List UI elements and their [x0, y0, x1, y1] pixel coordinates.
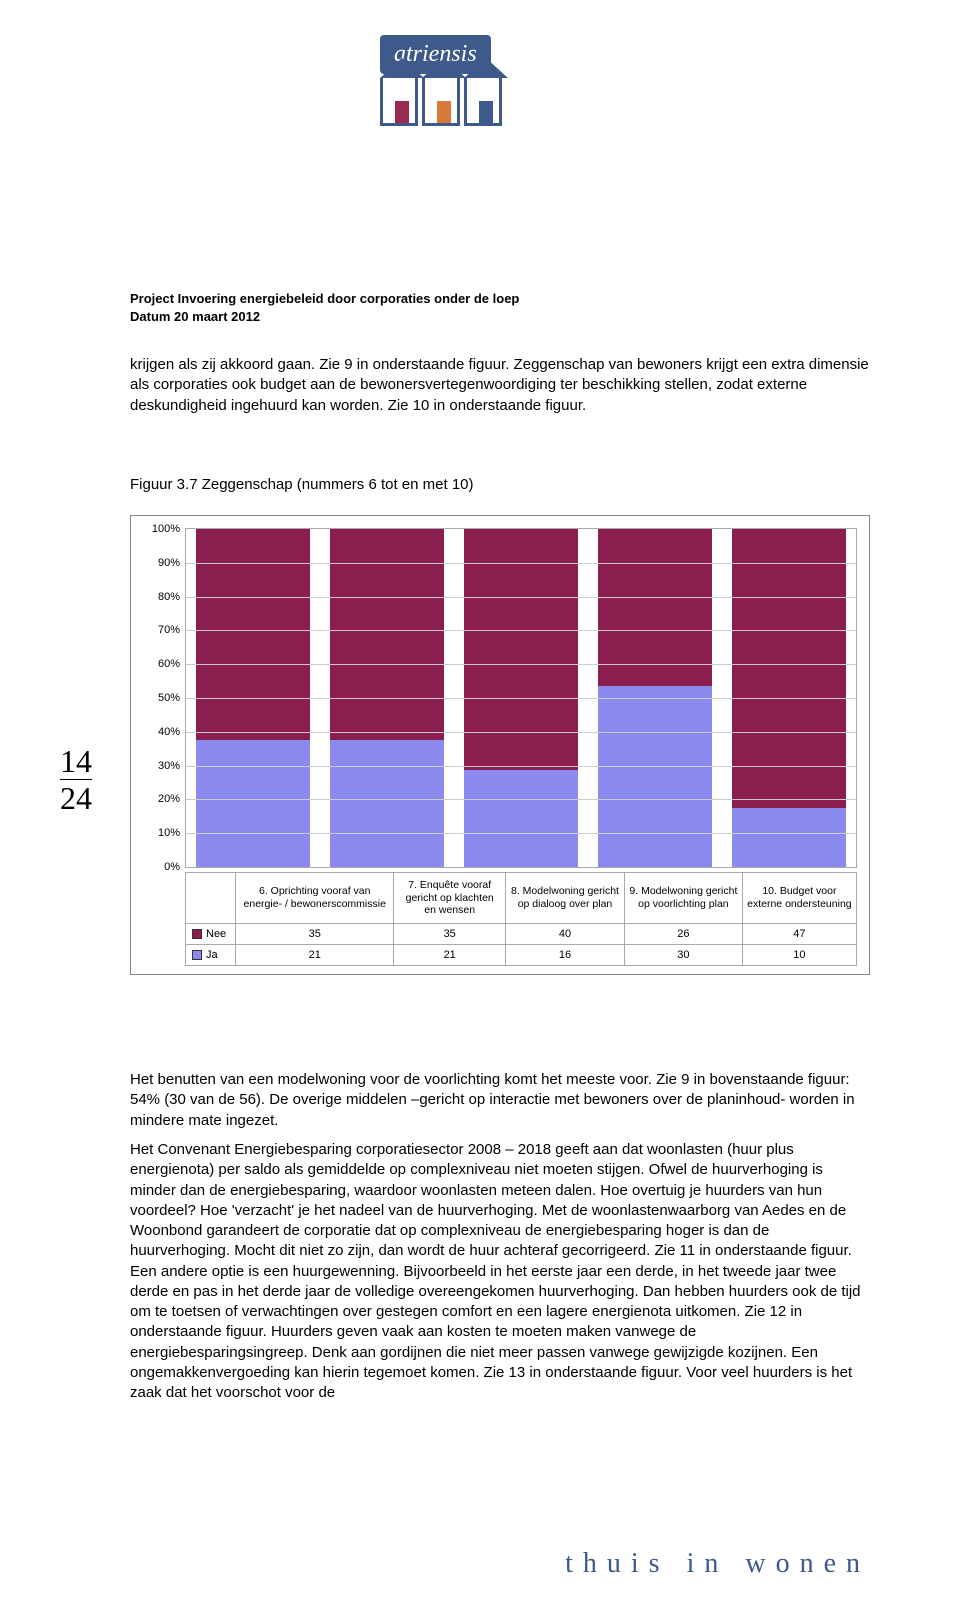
- page-number: 14 24: [60, 745, 92, 814]
- y-tick-label: 90%: [158, 557, 180, 569]
- document-meta: Project Invoering energiebeleid door cor…: [130, 290, 519, 326]
- ja-value: 10: [742, 944, 856, 965]
- category-label: 7. Enquête vooraf gericht op klachten en…: [394, 873, 505, 924]
- category-label: 6. Oprichting vooraf van energie- / bewo…: [236, 873, 394, 924]
- category-label: 9. Modelwoning gericht op voorlichting p…: [625, 873, 743, 924]
- category-label: 8. Modelwoning gericht op dialoog over p…: [505, 873, 624, 924]
- footer-tagline: thuis in wonen: [565, 1548, 870, 1580]
- y-tick-label: 10%: [158, 827, 180, 839]
- chart-plot-area: 0%10%20%30%40%50%60%70%80%90%100%: [185, 528, 857, 868]
- bar-segment-nee: [464, 529, 578, 770]
- y-tick-label: 80%: [158, 591, 180, 603]
- body-paragraph-1: krijgen als zij akkoord gaan. Zie 9 in o…: [130, 355, 870, 416]
- nee-value: 26: [625, 923, 743, 944]
- bar-segment-nee: [330, 529, 444, 740]
- brand-logo-graphic: [380, 78, 580, 126]
- nee-value: 35: [394, 923, 505, 944]
- bar-segment-nee: [196, 529, 310, 740]
- bar-segment-ja: [598, 686, 712, 867]
- y-tick-label: 60%: [158, 658, 180, 670]
- page-current: 14: [60, 745, 92, 780]
- table-nee-row: Nee 3535402647: [186, 923, 857, 944]
- chart-container: 0%10%20%30%40%50%60%70%80%90%100% 6. Opr…: [130, 515, 870, 975]
- body-paragraph-2: Het benutten van een modelwoning voor de…: [130, 1070, 870, 1131]
- y-tick-label: 100%: [152, 523, 180, 535]
- bar-segment-ja: [196, 740, 310, 867]
- nee-value: 47: [742, 923, 856, 944]
- figure-caption: Figuur 3.7 Zeggenschap (nummers 6 tot en…: [130, 475, 870, 495]
- legend-label-nee: Nee: [206, 928, 226, 940]
- chart-data-table: 6. Oprichting vooraf van energie- / bewo…: [185, 872, 857, 966]
- project-title: Project Invoering energiebeleid door cor…: [130, 290, 519, 308]
- document-date: Datum 20 maart 2012: [130, 308, 519, 326]
- category-label: 10. Budget voor externe ondersteuning: [742, 873, 856, 924]
- legend-marker-nee: [192, 929, 202, 939]
- bar-segment-ja: [464, 770, 578, 867]
- bar-segment-nee: [598, 529, 712, 686]
- y-tick-label: 20%: [158, 793, 180, 805]
- ja-value: 16: [505, 944, 624, 965]
- y-tick-label: 50%: [158, 692, 180, 704]
- bar-segment-ja: [732, 808, 846, 867]
- brand-logo: atriensis: [380, 35, 580, 126]
- ja-value: 30: [625, 944, 743, 965]
- y-tick-label: 40%: [158, 726, 180, 738]
- ja-value: 21: [394, 944, 505, 965]
- y-tick-label: 30%: [158, 760, 180, 772]
- page-total: 24: [60, 782, 92, 814]
- bar-segment-ja: [330, 740, 444, 867]
- y-tick-label: 70%: [158, 624, 180, 636]
- table-ja-row: Ja 2121163010: [186, 944, 857, 965]
- nee-value: 40: [505, 923, 624, 944]
- y-tick-label: 0%: [164, 861, 180, 873]
- body-paragraph-3: Het Convenant Energiebesparing corporati…: [130, 1140, 870, 1403]
- legend-marker-ja: [192, 950, 202, 960]
- legend-label-ja: Ja: [206, 949, 218, 961]
- ja-value: 21: [236, 944, 394, 965]
- chart-y-axis: 0%10%20%30%40%50%60%70%80%90%100%: [138, 529, 184, 867]
- table-category-row: 6. Oprichting vooraf van energie- / bewo…: [186, 873, 857, 924]
- nee-value: 35: [236, 923, 394, 944]
